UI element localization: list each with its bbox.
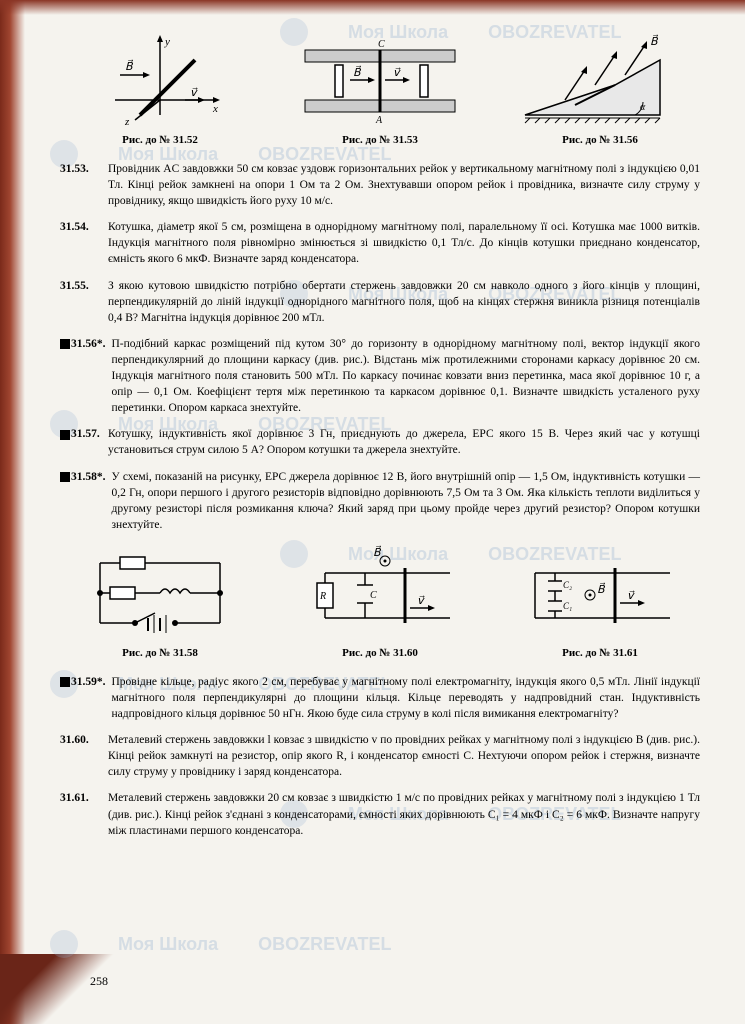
problem-number: 31.57. (60, 426, 102, 458)
problem-num-text: 31.58*. (71, 471, 106, 483)
svg-text:v⃗: v⃗ (627, 590, 635, 602)
problem-31-57: 31.57. Котушку, індуктивність якої дорів… (60, 426, 700, 458)
svg-text:A: A (375, 115, 383, 126)
svg-text:α: α (640, 102, 646, 113)
svg-text:v⃗: v⃗ (393, 67, 401, 79)
hard-marker-icon (60, 339, 70, 349)
problem-31-56: 31.56*. П-подібний каркас розміщений під… (60, 336, 700, 416)
hard-marker-icon (60, 472, 70, 482)
diagram-31-58 (80, 543, 240, 643)
problem-number: 31.61. (60, 790, 102, 838)
svg-text:C: C (370, 590, 377, 601)
page-number: 258 (90, 974, 108, 989)
figure-31-61: C₂ C₁ v⃗ B⃗ Рис. до № 31.61 (500, 543, 700, 659)
diagram-31-53: C A v⃗ B⃗ (295, 30, 465, 130)
figure-caption: Рис. до № 31.58 (60, 647, 260, 659)
figures-top-row: y x z B⃗ v⃗ Рис. до № 31.52 (60, 30, 700, 146)
problem-text: Провідник AC завдовжки 50 см ковзає уздо… (108, 161, 700, 209)
svg-text:B⃗: B⃗ (650, 34, 659, 48)
figures-mid-row: Рис. до № 31.58 R C v⃗ B (60, 543, 700, 659)
problem-text: Котушка, діаметр якої 5 см, розміщена в … (108, 219, 700, 267)
problem-text: Металевий стержень завдовжки 20 см ковза… (108, 790, 700, 838)
figure-caption: Рис. до № 31.52 (60, 134, 260, 146)
problem-number: 31.53. (60, 161, 102, 209)
problem-text: Котушку, індуктивність якої дорівнює 3 Г… (108, 426, 700, 458)
problem-num-text: 31.57. (71, 428, 100, 440)
page-content: y x z B⃗ v⃗ Рис. до № 31.52 (0, 0, 745, 879)
svg-text:C₂: C₂ (563, 580, 572, 590)
figure-31-58: Рис. до № 31.58 (60, 543, 260, 659)
problem-31-61: 31.61. Металевий стержень завдовжки 20 с… (60, 790, 700, 838)
problem-num-text: 31.59*. (71, 676, 106, 688)
figure-caption: Рис. до № 31.53 (280, 134, 480, 146)
problem-number: 31.60. (60, 732, 102, 780)
svg-text:C₁: C₁ (563, 601, 572, 611)
figure-caption: Рис. до № 31.60 (280, 647, 480, 659)
book-corner (0, 954, 120, 1024)
problem-31-55: 31.55. З якою кутовою швидкістю потрібно… (60, 278, 700, 326)
problem-31-60: 31.60. Металевий стержень завдовжки l ко… (60, 732, 700, 780)
watermark-text: Моя Школа (118, 934, 218, 955)
diagram-31-60: R C v⃗ B⃗ (295, 543, 465, 643)
problem-text: Провідне кільце, радіус якого 2 см, пере… (112, 674, 701, 722)
problem-number: 31.54. (60, 219, 102, 267)
svg-text:B⃗: B⃗ (125, 59, 134, 73)
svg-text:B⃗: B⃗ (373, 545, 382, 559)
svg-text:v⃗: v⃗ (190, 87, 198, 99)
svg-text:B⃗: B⃗ (353, 65, 362, 79)
svg-text:B⃗: B⃗ (597, 582, 606, 596)
problem-31-53: 31.53. Провідник AC завдовжки 50 см ковз… (60, 161, 700, 209)
figure-31-53: C A v⃗ B⃗ Рис. до № 31.53 (280, 30, 480, 146)
figure-31-60: R C v⃗ B⃗ Рис. до № 31.60 (280, 543, 480, 659)
diagram-31-52: y x z B⃗ v⃗ (95, 30, 225, 130)
svg-text:R: R (319, 591, 326, 602)
problem-num-text: 31.56*. (71, 338, 106, 350)
svg-text:v⃗: v⃗ (417, 595, 425, 607)
problem-number: 31.58*. (60, 469, 106, 533)
problem-31-58: 31.58*. У схемі, показаній на рисунку, Е… (60, 469, 700, 533)
svg-text:x: x (212, 103, 218, 115)
figure-caption: Рис. до № 31.56 (500, 134, 700, 146)
problem-text: П-подібний каркас розміщений під кутом 3… (112, 336, 701, 416)
figure-31-52: y x z B⃗ v⃗ Рис. до № 31.52 (60, 30, 260, 146)
figure-caption: Рис. до № 31.61 (500, 647, 700, 659)
diagram-31-61: C₂ C₁ v⃗ B⃗ (515, 543, 685, 643)
diagram-31-56: B⃗ α (515, 30, 685, 130)
watermark-text2: OBOZREVATEL (258, 934, 391, 955)
problem-number: 31.56*. (60, 336, 106, 416)
figure-31-56: B⃗ α Рис. до № 31.56 (500, 30, 700, 146)
problem-text: З якою кутовою швидкістю потрібно оберта… (108, 278, 700, 326)
problem-number: 31.55. (60, 278, 102, 326)
svg-text:C: C (378, 39, 385, 50)
problem-31-59: 31.59*. Провідне кільце, радіус якого 2 … (60, 674, 700, 722)
problem-text: Металевий стержень завдовжки l ковзає з … (108, 732, 700, 780)
svg-text:y: y (164, 36, 170, 48)
problem-text: У схемі, показаній на рисунку, ЕРС джере… (112, 469, 701, 533)
problem-number: 31.59*. (60, 674, 106, 722)
hard-marker-icon (60, 430, 70, 440)
problem-31-54: 31.54. Котушка, діаметр якої 5 см, розмі… (60, 219, 700, 267)
svg-text:z: z (124, 116, 130, 128)
hard-marker-icon (60, 677, 70, 687)
